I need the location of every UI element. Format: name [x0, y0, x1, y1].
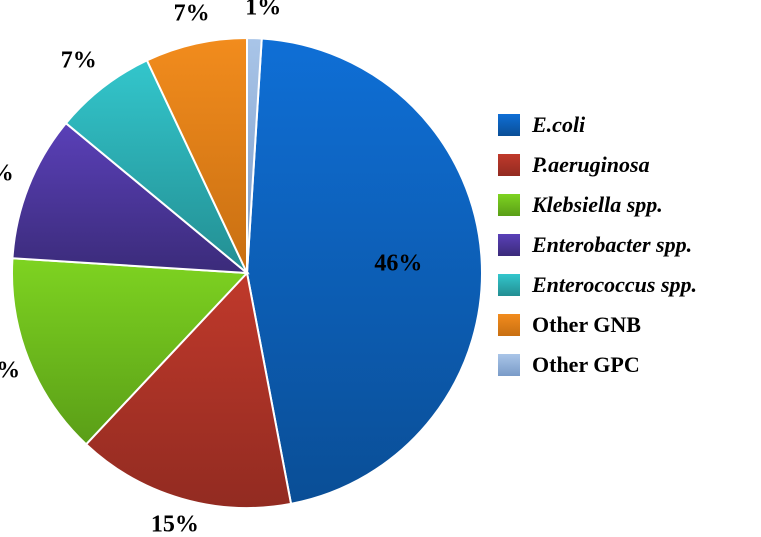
legend-swatch — [498, 154, 520, 176]
legend-item: Enterobacter spp. — [498, 232, 753, 258]
slice-percent-label: 46% — [374, 250, 422, 277]
legend-label: Other GNB — [532, 312, 641, 338]
slice-percent-label: 10% — [0, 160, 14, 187]
legend: E.coli P.aeruginosa Klebsiella spp. Enterob… — [498, 112, 753, 392]
legend-item: E.coli — [498, 112, 753, 138]
legend-item: Other GPC — [498, 352, 753, 378]
legend-item: Enterococcus spp. — [498, 272, 753, 298]
slice-percent-label: 7% — [61, 48, 97, 75]
legend-swatch — [498, 354, 520, 376]
legend-label: Enterobacter spp. — [532, 232, 692, 258]
legend-label: E.coli — [532, 112, 585, 138]
legend-swatch — [498, 314, 520, 336]
legend-item: P.aeruginosa — [498, 152, 753, 178]
slice-percent-label: 7% — [174, 1, 210, 28]
legend-label: Enterococcus spp. — [532, 272, 697, 298]
legend-label: P.aeruginosa — [532, 152, 650, 178]
legend-swatch — [498, 234, 520, 256]
legend-swatch — [498, 114, 520, 136]
legend-label: Klebsiella spp. — [532, 192, 663, 218]
slice-percent-label: 1% — [245, 0, 281, 21]
legend-item: Klebsiella spp. — [498, 192, 753, 218]
legend-swatch — [498, 274, 520, 296]
slice-percent-label: 15% — [151, 512, 199, 537]
legend-label: Other GPC — [532, 352, 640, 378]
pie-slice — [247, 38, 482, 503]
legend-item: Other GNB — [498, 312, 753, 338]
chart-stage: 46% 15% 14% 10% 7% 7% 1% E.coli P.aeruginosa Kle… — [0, 0, 761, 537]
legend-swatch — [498, 194, 520, 216]
slice-percent-label: 14% — [0, 357, 20, 384]
